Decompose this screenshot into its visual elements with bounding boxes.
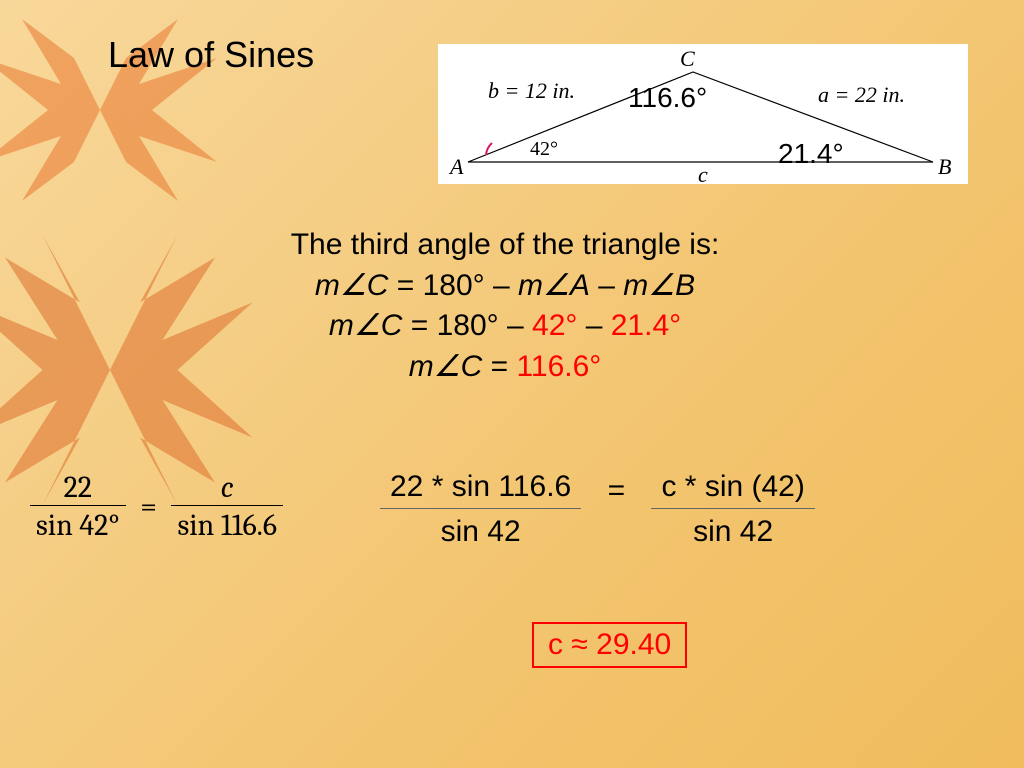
- angle-c-value: 116.6°: [628, 82, 707, 114]
- equals-sign: =: [590, 474, 644, 508]
- triangle-figure: C b = 12 in. a = 22 in. A B c 42° 116.6°…: [438, 44, 968, 184]
- vertex-a-label: A: [450, 154, 463, 180]
- frac2-denominator: sin 116.6: [171, 505, 283, 543]
- cross-multiply-equation: 22 * sin 116.6 sin 42 = c * sin (42) sin…: [380, 470, 815, 549]
- eq-text: = 180° –: [402, 309, 532, 342]
- angle-b-value: 21.4°: [778, 138, 844, 170]
- value-42: 42°: [532, 309, 577, 342]
- mC-symbol: m∠C: [409, 350, 483, 383]
- mB-symbol: m∠B: [623, 269, 695, 302]
- side-c-label: c: [698, 162, 708, 188]
- sine-ratio-equation: 22 sin 42° = c sin 116.6: [30, 470, 283, 543]
- mC-symbol: m∠C: [329, 309, 403, 342]
- frac1-denominator: sin 42°: [30, 505, 126, 543]
- side-b-label: b = 12 in.: [488, 78, 575, 104]
- answer-box: c ≈ 29.40: [532, 622, 687, 668]
- explain-line-2: m∠C = 180° – m∠A – m∠B: [155, 266, 855, 307]
- eq-text: = 180° –: [388, 269, 518, 302]
- value-116-6: 116.6°: [516, 350, 601, 383]
- value-21-4: 21.4°: [611, 309, 681, 342]
- lhs-numerator: 22 * sin 116.6: [380, 470, 581, 509]
- slide-title: Law of Sines: [108, 34, 314, 76]
- mA-symbol: m∠A: [518, 269, 590, 302]
- angle-a-value: 42°: [530, 138, 558, 161]
- equals-sign: =: [132, 489, 165, 524]
- vertex-c-label: C: [680, 46, 695, 72]
- minus-text: –: [590, 269, 623, 302]
- rhs-numerator: c * sin (42): [651, 470, 814, 509]
- minus-text: –: [577, 309, 610, 342]
- rhs-denominator: sin 42: [651, 509, 814, 549]
- frac1-numerator: 22: [30, 470, 126, 505]
- explain-line-4: m∠C = 116.6°: [155, 347, 855, 388]
- explain-line-3: m∠C = 180° – 42° – 21.4°: [155, 306, 855, 347]
- vertex-b-label: B: [938, 154, 951, 180]
- side-a-label: a = 22 in.: [818, 82, 905, 108]
- eq-text: =: [482, 350, 516, 383]
- mC-symbol: m∠C: [315, 269, 389, 302]
- explain-line-1: The third angle of the triangle is:: [155, 225, 855, 266]
- lhs-denominator: sin 42: [380, 509, 581, 549]
- explanation-block: The third angle of the triangle is: m∠C …: [155, 225, 855, 387]
- frac2-numerator: c: [171, 470, 283, 505]
